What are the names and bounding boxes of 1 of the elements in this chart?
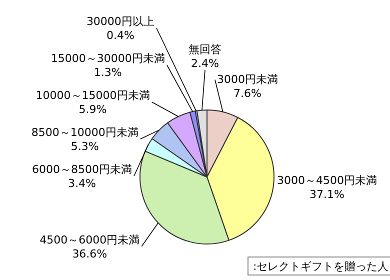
note: :セレクトギフトを贈った人 (248, 256, 390, 276)
